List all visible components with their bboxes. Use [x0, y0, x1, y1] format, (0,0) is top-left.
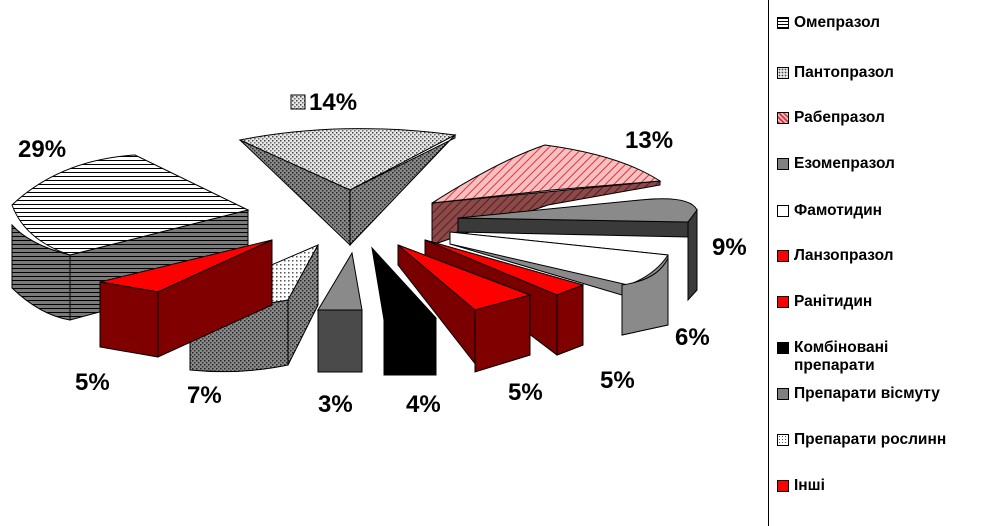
- legend-swatch-esomeprazole: [777, 158, 789, 170]
- legend-label-pantoprazole: Пантопразол: [794, 64, 894, 81]
- legend-item-famotidine: Фамотидин: [777, 202, 882, 220]
- legend-label-rabeprazole: Рабепразол: [794, 109, 885, 126]
- label-esomeprazole: 9%: [712, 234, 747, 261]
- legend-swatch-famotidine: [777, 205, 789, 217]
- legend-label-bismuth: Препарати вісмуту: [794, 385, 940, 402]
- chart-legend: Омепразол Пантопразол Рабепразол Езомепр…: [768, 0, 994, 526]
- slice-esomeprazole: [457, 198, 698, 302]
- slice-others: [99, 239, 273, 358]
- slice-ranitidine: [397, 244, 532, 373]
- slice-pantoprazole: [238, 128, 457, 247]
- label-rabeprazole: 13%: [625, 127, 673, 154]
- slice-combined: [371, 246, 437, 376]
- legend-item-omeprazole: Омепразол: [777, 14, 880, 32]
- legend-swatch-pantoprazole: [777, 67, 789, 79]
- legend-swatch-bismuth: [777, 388, 789, 400]
- legend-label-herbal: Препарати рослинн: [794, 431, 947, 448]
- legend-label-others: Інші: [794, 477, 825, 494]
- legend-item-esomeprazole: Езомепразол: [777, 155, 895, 173]
- label-omeprazole: 29%: [18, 136, 66, 163]
- legend-label-esomeprazole: Езомепразол: [794, 155, 895, 172]
- legend-swatch-others: [777, 480, 789, 492]
- slice-famotidine: [449, 231, 669, 336]
- legend-swatch-combined: [777, 342, 789, 354]
- legend-swatch-rabeprazole: [777, 112, 789, 124]
- legend-item-pantoprazole: Пантопразол: [777, 64, 894, 82]
- legend-item-others: Інші: [777, 477, 825, 495]
- legend-label-ranitidine: Ранітидин: [794, 293, 873, 310]
- label-pantoprazole: 14%: [309, 89, 357, 116]
- legend-item-rabeprazole: Рабепразол: [777, 109, 885, 127]
- label-pantoprazole-group: 14%: [290, 89, 357, 116]
- label-lanzoprazole: 5%: [600, 367, 635, 394]
- label-famotidine: 6%: [675, 324, 710, 351]
- legend-label-famotidine: Фамотидин: [794, 202, 883, 219]
- legend-swatch-ranitidine: [777, 296, 789, 308]
- legend-item-ranitidine: Ранітидин: [777, 293, 872, 311]
- legend-label-omeprazole: Омепразол: [794, 14, 881, 31]
- legend-swatch-lanzoprazole: [777, 250, 789, 262]
- slice-bismuth: [317, 251, 363, 373]
- legend-swatch-herbal: [777, 434, 789, 446]
- slice-rabeprazole: [431, 144, 662, 246]
- legend-label-combined: Комбіновані препарати: [794, 339, 889, 374]
- label-herbal: 7%: [187, 382, 222, 409]
- label-bismuth: 3%: [318, 391, 353, 418]
- legend-item-lanzoprazole: Лaнзопразол: [777, 247, 894, 265]
- label-combined: 4%: [406, 391, 441, 418]
- legend-label-lanzoprazole: Лaнзопразол: [794, 247, 894, 264]
- label-ranitidine: 5%: [508, 379, 543, 406]
- legend-item-bismuth: Препарати вісмуту: [777, 385, 940, 403]
- legend-swatch-omeprazole: [777, 17, 789, 29]
- legend-item-herbal: Препарати рослинн: [777, 431, 946, 449]
- legend-item-combined: Комбіновані препарати: [777, 339, 944, 375]
- pantoprazole-label-swatch: [290, 94, 306, 110]
- label-others: 5%: [75, 369, 110, 396]
